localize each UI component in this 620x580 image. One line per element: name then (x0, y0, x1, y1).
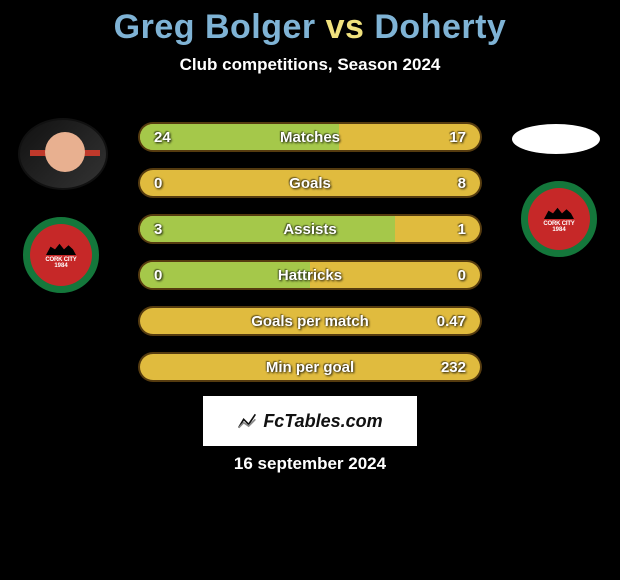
stat-row: 0Hattricks0 (138, 260, 482, 290)
badge-year: 1984 (552, 227, 565, 233)
stat-label: Goals per match (140, 313, 480, 330)
page-title: Greg Bolger vs Doherty (0, 0, 620, 47)
stat-right-value: 8 (438, 175, 466, 192)
stat-row: 3Assists1 (138, 214, 482, 244)
player1-club-badge: CORK CITY 1984 (18, 212, 104, 298)
player2-club-badge: CORK CITY 1984 (516, 176, 602, 262)
stats-comparison: 24Matches170Goals83Assists10Hattricks0Go… (138, 122, 482, 398)
title-vs: vs (326, 8, 365, 46)
chart-icon (237, 411, 257, 431)
stat-row: 0Goals8 (138, 168, 482, 198)
source-text: FcTables.com (263, 411, 382, 432)
source-badge: FcTables.com (203, 396, 417, 446)
title-player2: Doherty (374, 8, 506, 46)
badge-ship-icon (544, 205, 574, 219)
stat-row: 24Matches17 (138, 122, 482, 152)
stat-label: Min per goal (140, 359, 480, 376)
stat-right-value: 1 (438, 221, 466, 238)
subtitle: Club competitions, Season 2024 (0, 55, 620, 75)
stat-label: Matches (140, 129, 480, 146)
player2-avatar (512, 124, 600, 154)
stat-right-value: 232 (438, 359, 466, 376)
stat-row: Min per goal232 (138, 352, 482, 382)
badge-ship-icon (46, 241, 76, 255)
stat-label: Hattricks (140, 267, 480, 284)
stat-right-value: 17 (438, 129, 466, 146)
badge-year: 1984 (54, 263, 67, 269)
player1-avatar (18, 118, 108, 190)
stat-label: Assists (140, 221, 480, 238)
date-text: 16 september 2024 (0, 454, 620, 474)
stat-row: Goals per match0.47 (138, 306, 482, 336)
stat-right-value: 0 (438, 267, 466, 284)
stat-right-value: 0.47 (437, 313, 466, 330)
title-player1: Greg Bolger (114, 8, 316, 46)
stat-label: Goals (140, 175, 480, 192)
